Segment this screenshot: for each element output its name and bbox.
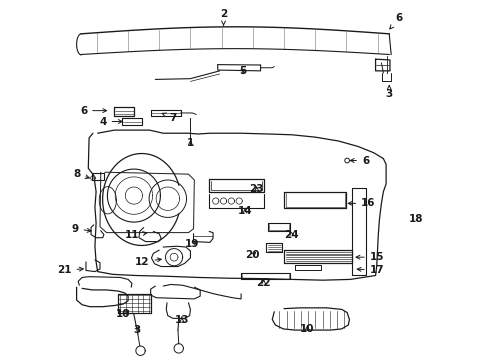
Text: 15: 15 (356, 252, 384, 262)
Text: 23: 23 (249, 184, 264, 194)
Text: 7: 7 (162, 113, 176, 123)
Text: 21: 21 (57, 265, 83, 275)
Text: 6: 6 (80, 105, 107, 116)
Text: 6: 6 (390, 13, 403, 29)
Text: 1: 1 (187, 138, 194, 148)
Text: 2: 2 (220, 9, 227, 25)
Text: 20: 20 (245, 250, 260, 260)
Text: 9: 9 (72, 224, 91, 234)
Text: 5: 5 (240, 66, 246, 76)
Text: 13: 13 (174, 315, 189, 325)
Text: 8: 8 (74, 169, 89, 179)
Text: 6: 6 (350, 156, 369, 166)
Text: 12: 12 (135, 257, 161, 267)
Text: 18: 18 (409, 214, 423, 224)
Text: 16: 16 (348, 198, 376, 208)
Text: 10: 10 (300, 324, 315, 334)
Text: 22: 22 (256, 278, 271, 288)
Text: 14: 14 (238, 206, 252, 216)
Text: 17: 17 (357, 265, 384, 275)
Text: 3: 3 (133, 325, 140, 335)
Text: 19: 19 (185, 239, 199, 249)
Text: 10: 10 (116, 309, 131, 319)
Text: 4: 4 (99, 117, 122, 126)
Text: 3: 3 (386, 86, 393, 99)
Text: 24: 24 (285, 230, 299, 240)
Text: 11: 11 (124, 230, 147, 240)
